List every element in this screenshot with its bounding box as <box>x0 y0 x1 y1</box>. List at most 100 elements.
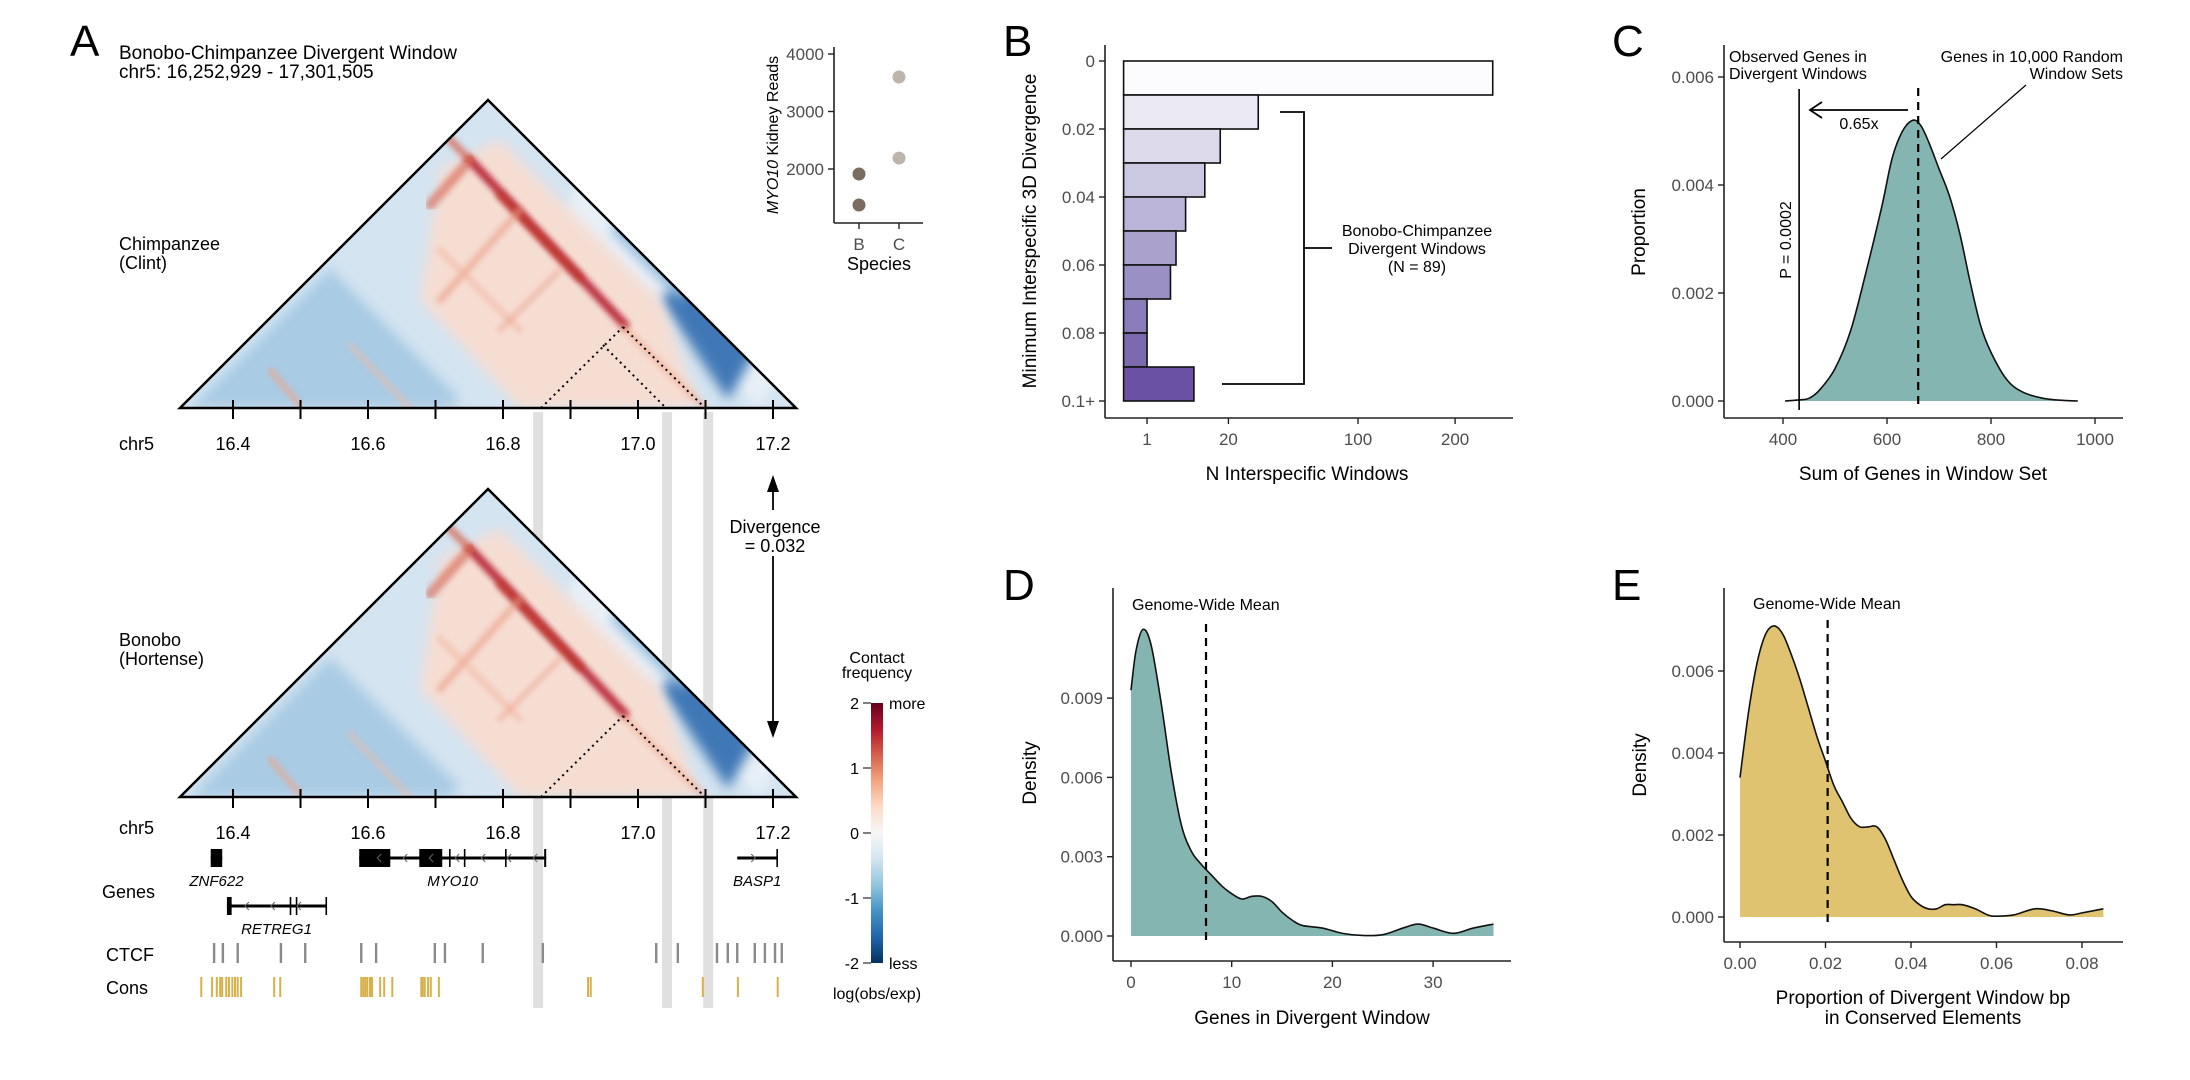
inset-y-tick-label: 2000 <box>786 160 824 179</box>
divergent-window-outline <box>540 715 624 798</box>
panel-b-bar <box>1122 60 1494 96</box>
ctcf-site <box>433 943 437 963</box>
heatmap-triangle-outline <box>176 487 800 799</box>
panel-b-x-tick-label: 1 <box>1142 430 1151 449</box>
inset-x-tick-label: C <box>893 235 905 254</box>
colorbar-tick-label: -1 <box>845 891 859 908</box>
conserved-element <box>371 977 374 997</box>
heatmap-contact-stripe <box>436 595 524 693</box>
colorbar-tick-label: -2 <box>845 956 859 973</box>
inset-point <box>852 167 866 181</box>
heatmap-contact-stripe <box>347 342 413 408</box>
random-annotation-2: Window Sets <box>2030 66 2123 83</box>
gene-exon <box>226 897 232 915</box>
myo10-kidney-reads-plot: 2000 3000 4000 B C <box>786 45 923 254</box>
chevron-left-icon <box>244 901 250 911</box>
panel-b-bar <box>1122 94 1260 130</box>
random-annotation-1: Genes in 10,000 Random <box>1941 49 2123 66</box>
inset-point <box>892 70 906 84</box>
panel-e-y-axis-title: Density <box>1630 733 1651 797</box>
conserved-element <box>423 977 426 997</box>
panel-b-y-tick-label: 0.08 <box>1062 324 1095 343</box>
ctcf-site <box>676 943 680 963</box>
panel-e-mean-label: Genome-Wide Mean <box>1753 596 1901 613</box>
chr-axis-tick-label: 16.8 <box>485 823 520 843</box>
inset-point <box>892 151 906 165</box>
panel-b-bar <box>1122 264 1172 300</box>
arrow-up-icon <box>767 475 779 492</box>
fold-change-label: 0.65x <box>1839 116 1878 133</box>
panel-b-y-tick-label: 0.1+ <box>1061 392 1095 411</box>
chevron-left-icon <box>532 853 538 863</box>
panel-e-x-tick-label: 0.02 <box>1809 954 1842 973</box>
chr-axis-tick-label: 17.0 <box>620 434 655 454</box>
chr-axis-tick-label: 17.2 <box>755 823 790 843</box>
colorbar-title-2: frequency <box>842 665 912 682</box>
heatmap-contact-stripe <box>437 247 523 333</box>
chevron-left-icon <box>428 853 434 863</box>
bracket-label-2: Divergent Windows <box>1348 241 1486 258</box>
divergent-windows-bracket <box>1222 111 1332 385</box>
gene-label: MYO10 <box>427 873 479 890</box>
gene-exon <box>505 849 507 867</box>
ctcf-track-label: CTCF <box>106 945 154 965</box>
conserved-element <box>200 977 203 997</box>
random-annotation-leader <box>1940 84 2027 160</box>
chimpanzee-contact-heatmap <box>180 100 796 408</box>
conserved-element <box>429 977 432 997</box>
heatmap-contact-stripe <box>267 756 303 797</box>
gene-exon <box>289 897 292 915</box>
divergent-window-outline <box>622 715 706 798</box>
heatmap-contact-stripe <box>497 656 563 722</box>
chr-axis-tick-label: 16.4 <box>215 434 250 454</box>
colorbar-less-label: less <box>889 956 917 973</box>
panel-d-x-tick-label: 20 <box>1323 973 1342 992</box>
colorbar-ticks: 2 1 0 -1 -2 <box>845 696 871 973</box>
colorbar <box>871 703 883 963</box>
gene-myo10: MYO10 <box>359 849 547 890</box>
genomic-tracks: ZNF622 MYO10 RETREG1 BASP1 <box>188 849 783 997</box>
bonobo-sample-label: (Hortense) <box>119 649 204 669</box>
chr-axis-label-top: chr5 <box>119 434 154 454</box>
divergence-arrow <box>767 475 779 738</box>
gene-znf622: ZNF622 <box>188 849 244 890</box>
heatmap-pink-region <box>420 140 700 408</box>
conserved-element <box>736 977 739 997</box>
panel-d-y-axis-title: Density <box>1020 741 1041 805</box>
chr-axis-tick-label: 16.6 <box>350 823 385 843</box>
bracket-label-3: (N = 89) <box>1388 259 1446 276</box>
panel-c-density-area <box>1785 120 2078 401</box>
ctcf-site <box>236 943 239 963</box>
panel-c-y-axis-title: Proportion <box>1629 188 1650 276</box>
gene-retreg1: RETREG1 <box>226 897 328 938</box>
ctcf-site <box>753 943 756 963</box>
ctcf-site <box>763 943 767 963</box>
colorbar-tick-label: 2 <box>850 696 859 713</box>
panel-d-x-tick-label: 0 <box>1126 973 1135 992</box>
panel-b-x-tick-label: 200 <box>1441 430 1469 449</box>
inset-x-tick-label: B <box>853 235 864 254</box>
conserved-element <box>379 977 382 997</box>
panel-d-mean-label: Genome-Wide Mean <box>1132 597 1280 614</box>
ctcf-site <box>715 943 719 963</box>
panel-b-bar <box>1122 162 1206 198</box>
conserved-element <box>587 977 590 997</box>
chr-axis-tick-label: 17.2 <box>755 434 790 454</box>
chevron-left-icon <box>506 853 512 863</box>
inset-y-axis-title: MYO10 Kidney Reads <box>765 56 782 214</box>
panel-label-e: E <box>1612 561 1641 610</box>
gene-exon <box>210 849 223 867</box>
conserved-element <box>427 977 430 997</box>
panel-b-bar <box>1122 230 1177 266</box>
panel-d-x-tick-label: 30 <box>1424 973 1443 992</box>
panel-b-x-tick-label: 100 <box>1344 430 1372 449</box>
inset-y-axis-gene: MYO10 <box>765 160 782 214</box>
panel-b-chart: 0 0.02 0.04 0.06 0.08 0.1+ 1 20 100 200 <box>1061 45 1513 449</box>
heatmap-blue-region <box>190 268 460 408</box>
panel-a-title: Bonobo-Chimpanzee Divergent Window <box>119 43 457 64</box>
conserved-element <box>776 977 779 997</box>
arrow-down-icon <box>767 721 779 738</box>
chevron-left-icon <box>480 853 486 863</box>
panel-c-y-tick-label: 0.006 <box>1671 68 1714 87</box>
